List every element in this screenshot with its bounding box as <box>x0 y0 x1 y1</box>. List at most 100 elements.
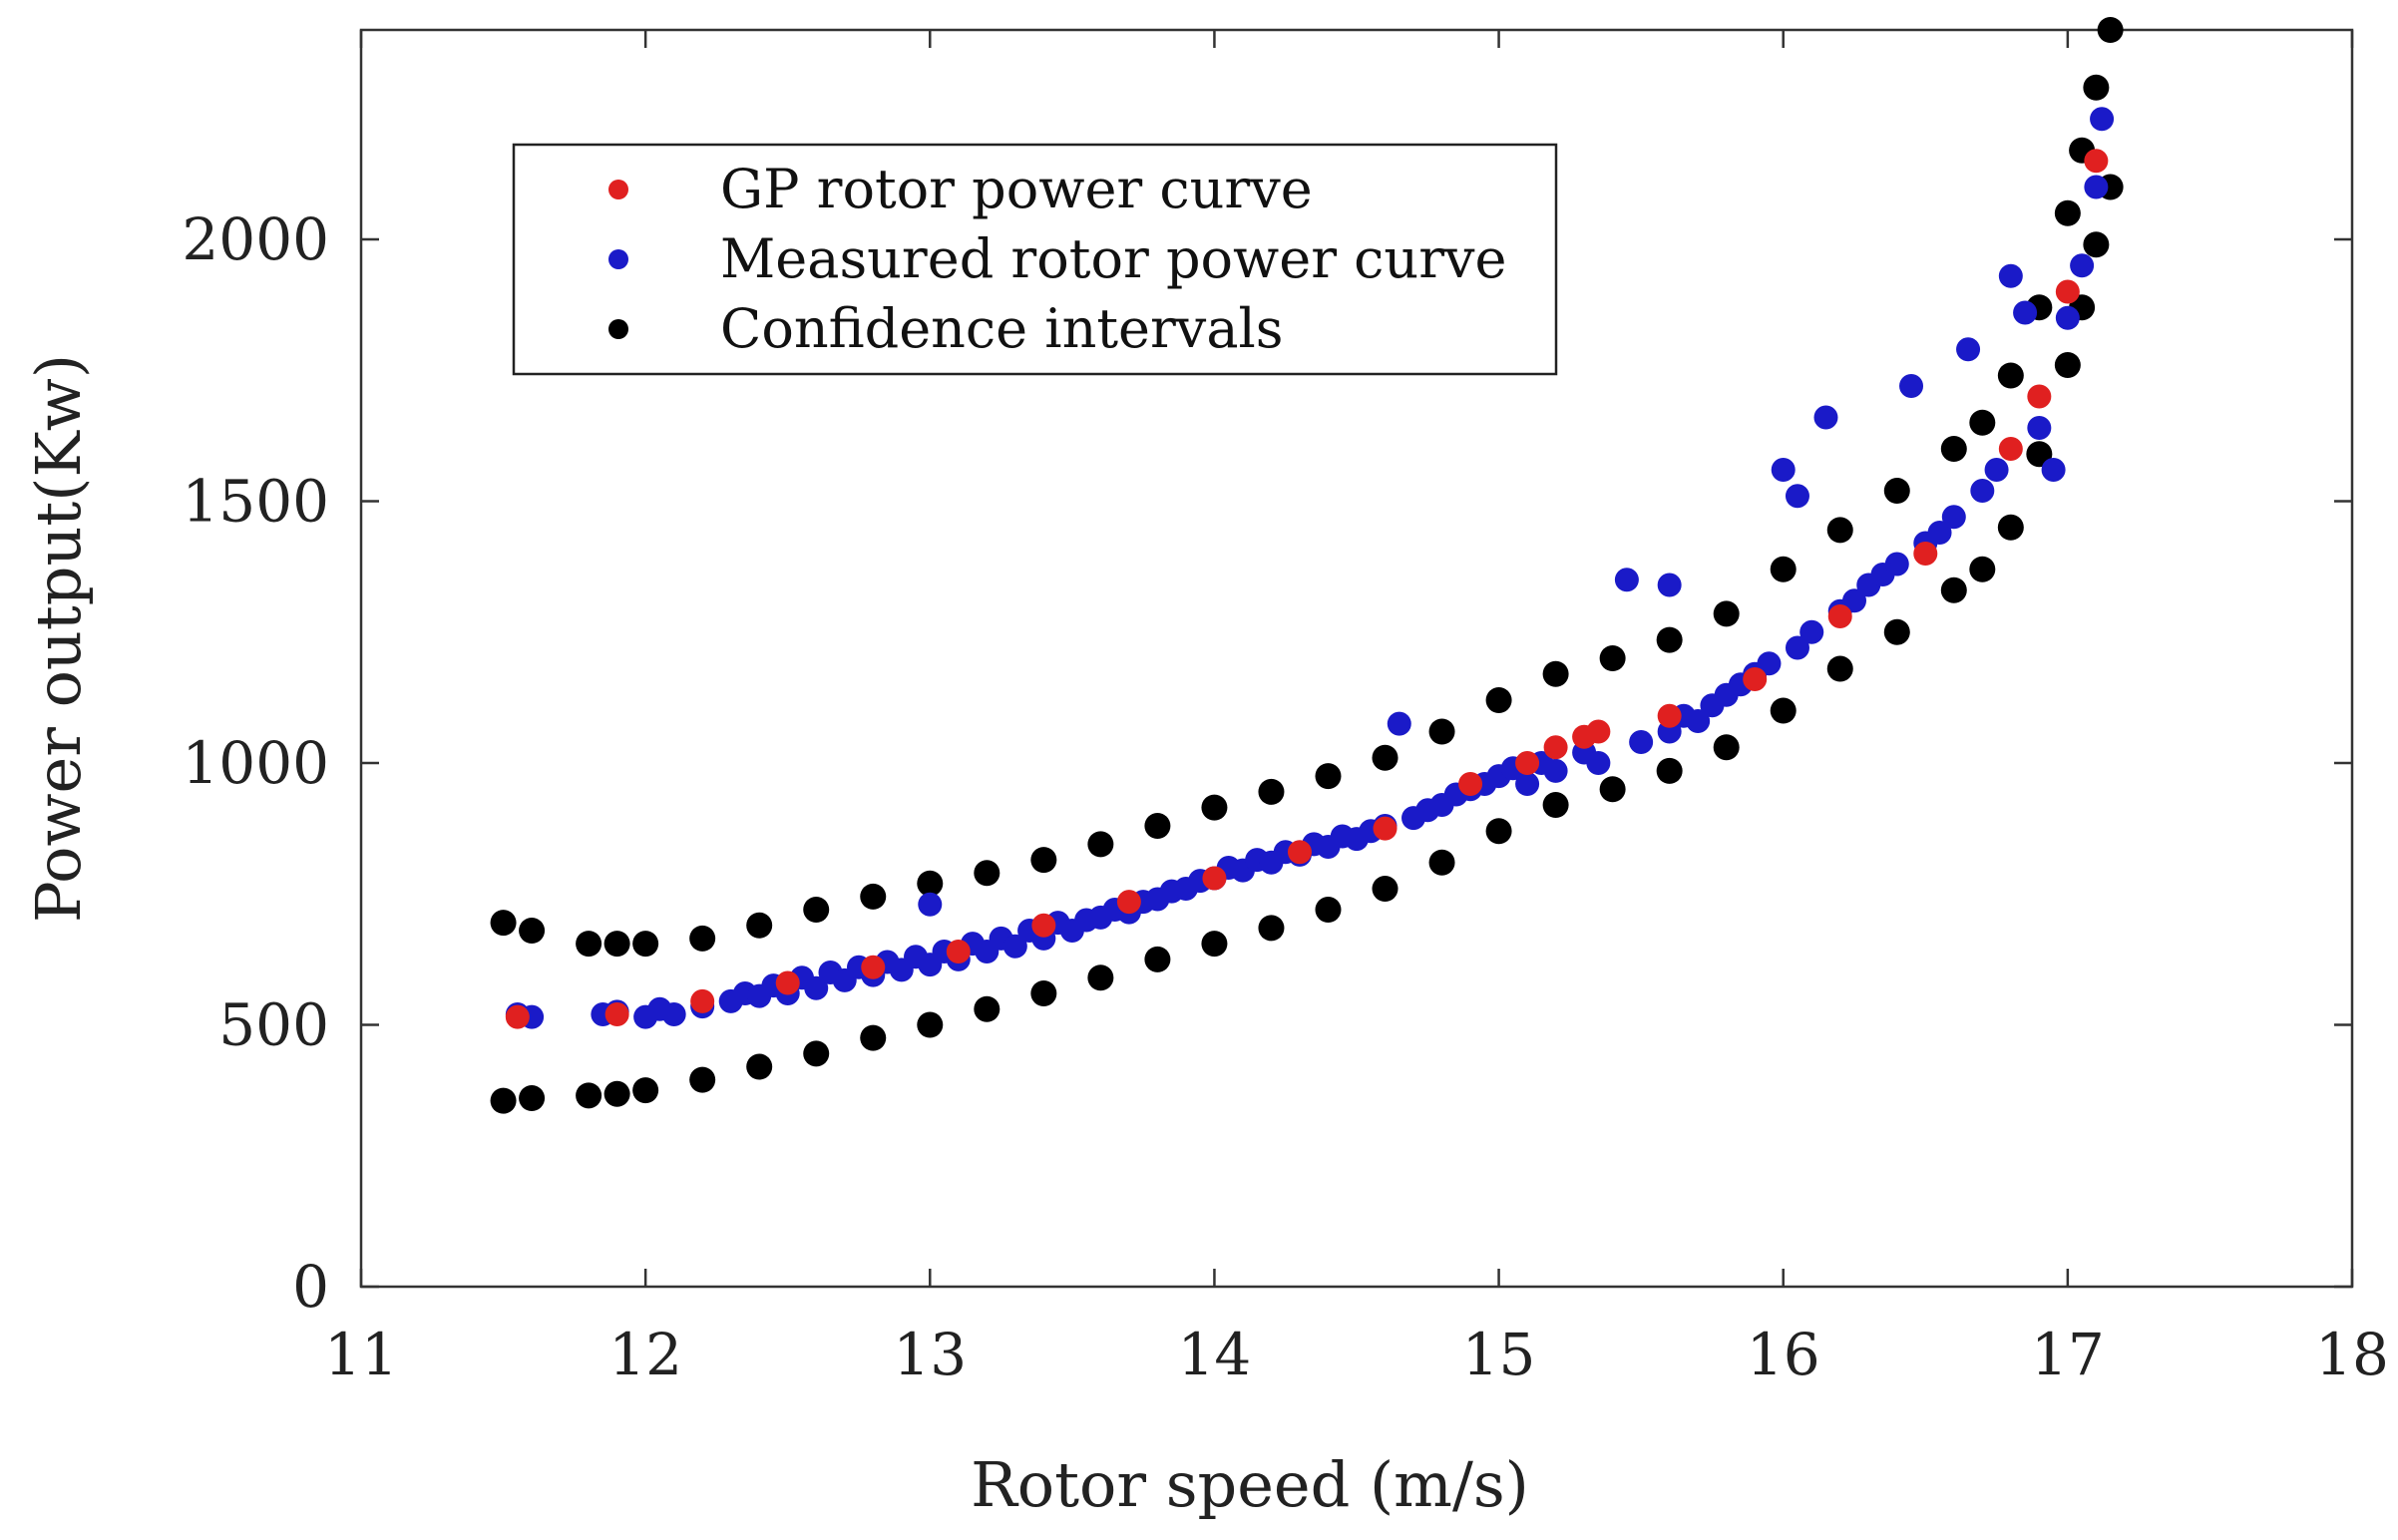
data-point <box>2027 416 2052 440</box>
data-point <box>1884 552 1909 577</box>
series-confidence-intervals <box>490 17 2124 1114</box>
data-point <box>1031 913 1056 938</box>
axis-ticks: 11 12 13 14 15 16 17 18 0 500 1000 1500 2000 <box>182 30 2389 1388</box>
data-point <box>603 931 630 958</box>
data-point <box>1970 479 1995 503</box>
data-point <box>1940 577 1967 603</box>
data-point <box>1969 409 1996 436</box>
data-point <box>661 1002 686 1026</box>
data-point <box>2041 458 2066 482</box>
data-point <box>1827 604 1852 628</box>
data-point <box>1258 778 1285 805</box>
data-point <box>775 970 800 995</box>
data-point <box>1657 573 1682 597</box>
data-point <box>918 892 943 917</box>
x-tick-label: 16 <box>1747 1321 1820 1388</box>
data-point <box>803 1040 830 1067</box>
data-point <box>1657 703 1682 728</box>
data-point <box>1656 626 1683 653</box>
data-point <box>632 931 659 958</box>
series-gp-rotor-power-curve <box>505 149 2109 1029</box>
data-point <box>1485 687 1512 713</box>
data-point <box>1757 651 1782 676</box>
y-axis-title: Power output(Kw) <box>22 354 95 923</box>
data-point <box>746 1053 773 1080</box>
data-point <box>1927 521 1952 545</box>
data-point <box>860 883 887 910</box>
data-point <box>1428 718 1455 745</box>
data-point <box>1002 934 1027 959</box>
legend-label-confidence: Confidence intervals <box>720 297 1284 360</box>
data-point <box>690 988 715 1013</box>
data-point <box>2097 17 2124 43</box>
legend-label-gp: GP rotor power curve <box>720 158 1313 220</box>
data-point <box>2055 279 2080 304</box>
data-point <box>1586 751 1611 775</box>
data-point <box>1030 847 1057 874</box>
data-point <box>689 1066 716 1093</box>
legend-marker-confidence <box>608 319 628 339</box>
y-tick-label: 2000 <box>182 205 329 273</box>
x-tick-label: 18 <box>2315 1321 2389 1388</box>
data-point <box>1686 709 1711 733</box>
data-point <box>604 1002 629 1026</box>
data-point <box>1599 776 1626 803</box>
data-point <box>1883 478 1910 504</box>
data-point <box>2070 253 2095 278</box>
data-point <box>1485 818 1512 845</box>
data-point <box>1387 711 1411 736</box>
data-point <box>1144 946 1171 972</box>
data-point <box>1030 980 1057 1006</box>
data-point <box>2084 175 2109 199</box>
data-point <box>1087 964 1114 991</box>
data-point <box>1984 458 2009 482</box>
data-point <box>1713 734 1740 761</box>
data-point <box>689 925 716 952</box>
x-tick-label: 14 <box>1178 1321 1252 1388</box>
data-point <box>1201 794 1228 821</box>
data-point <box>2054 352 2081 378</box>
data-point <box>632 1077 659 1104</box>
x-tick-label: 13 <box>893 1321 967 1388</box>
x-axis-title: Rotor speed (m/s) <box>971 1448 1529 1521</box>
legend-box <box>512 143 1558 376</box>
legend-marker-measured <box>608 249 628 269</box>
data-point <box>1770 556 1797 582</box>
data-point <box>1515 751 1540 775</box>
data-point <box>1956 337 1981 362</box>
data-point <box>1201 931 1228 958</box>
data-point <box>1913 542 1938 566</box>
data-point <box>946 940 971 963</box>
x-tick-label: 17 <box>2031 1321 2105 1388</box>
data-point <box>519 1085 546 1111</box>
data-point <box>1287 840 1312 865</box>
data-point <box>1883 618 1910 645</box>
data-point <box>1998 437 2023 461</box>
data-point <box>2054 199 2081 226</box>
data-point <box>2084 149 2109 174</box>
data-point <box>2083 74 2110 101</box>
data-point <box>1998 263 2023 288</box>
data-point <box>1842 588 1866 613</box>
data-point <box>1785 484 1809 509</box>
data-point <box>576 931 602 958</box>
data-point <box>2090 107 2115 132</box>
data-point <box>1543 758 1568 783</box>
data-point <box>1315 897 1342 923</box>
y-tick-label: 0 <box>292 1253 329 1321</box>
data-point <box>1428 849 1455 876</box>
data-point <box>746 912 773 939</box>
data-point <box>974 860 1000 887</box>
data-marks <box>490 17 2124 1114</box>
data-point <box>917 1011 944 1038</box>
data-point <box>1997 514 2024 541</box>
plot-area-border <box>359 28 2354 1289</box>
data-point <box>1258 915 1285 942</box>
data-point <box>804 975 829 1000</box>
data-point <box>1542 660 1569 687</box>
data-point <box>860 1024 887 1051</box>
data-point <box>1799 619 1824 644</box>
data-point <box>490 910 517 937</box>
data-point <box>1997 362 2024 389</box>
x-tick-label: 11 <box>324 1321 398 1388</box>
